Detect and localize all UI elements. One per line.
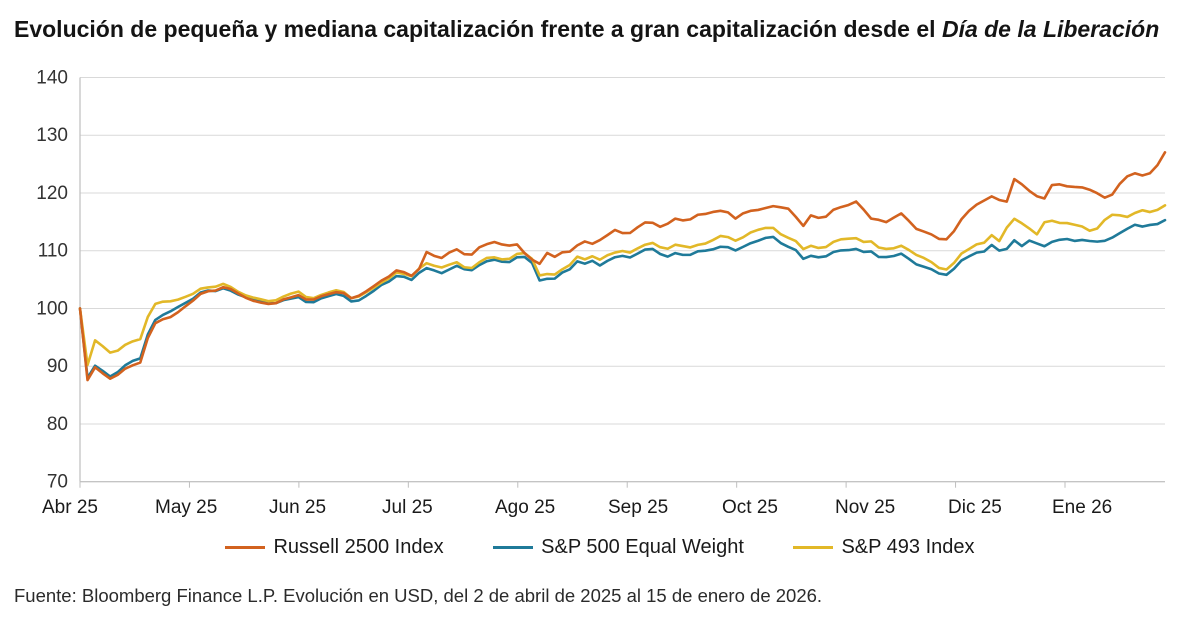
svg-text:130: 130 [36, 125, 68, 146]
svg-text:90: 90 [47, 356, 68, 377]
svg-text:80: 80 [47, 414, 68, 435]
svg-text:110: 110 [38, 241, 68, 262]
svg-text:120: 120 [36, 183, 68, 204]
svg-text:140: 140 [36, 68, 68, 89]
svg-text:100: 100 [36, 298, 68, 319]
svg-text:70: 70 [47, 472, 68, 490]
